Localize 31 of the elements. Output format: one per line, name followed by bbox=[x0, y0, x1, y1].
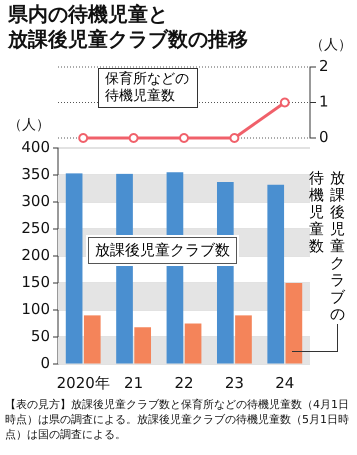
y-tick-label: 250 bbox=[21, 218, 50, 237]
y-tick-label: 2 bbox=[319, 56, 329, 75]
y-tick-label: 150 bbox=[21, 272, 50, 291]
text: 放課後児童クラブの待機児童数 bbox=[309, 169, 345, 323]
x-tick-label: 2020年 bbox=[56, 374, 110, 392]
text: 【表の見方】放課後児童クラブ数と保育所などの待機児童数（4月1日時点）は県の調査による。放課後児童クラブの待機児童数（5月1日時点）は国の調査による。 bbox=[5, 397, 350, 442]
x-tick-label: 24 bbox=[275, 374, 294, 392]
chart-title: 県内の待機児童と放課後児童クラブ数の推移 bbox=[8, 2, 248, 52]
bar bbox=[267, 184, 284, 364]
bar bbox=[286, 283, 302, 364]
x-tick-label: 22 bbox=[174, 374, 194, 392]
y-axis-title: （人） bbox=[310, 36, 352, 54]
bar bbox=[235, 315, 252, 364]
y-tick-label: 50 bbox=[30, 326, 50, 345]
y-tick-label: 0 bbox=[319, 128, 329, 146]
bar bbox=[184, 324, 202, 364]
y-tick-label: 100 bbox=[21, 300, 50, 318]
x-tick-label: 21 bbox=[124, 374, 144, 392]
series-label: 放課後児童クラブ数 bbox=[88, 237, 237, 264]
y-tick-label: 300 bbox=[21, 192, 50, 210]
y-axis-title: （人） bbox=[8, 116, 50, 134]
y-tick-label: 1 bbox=[319, 92, 329, 110]
text: 保育所などの待機児童数 bbox=[98, 68, 198, 108]
x-tick-label: 23 bbox=[224, 374, 244, 392]
y-tick-label: 0 bbox=[40, 354, 50, 372]
y-tick-label: 350 bbox=[21, 164, 50, 183]
bar bbox=[84, 315, 101, 364]
bar bbox=[134, 327, 152, 364]
y-tick-label: 400 bbox=[21, 138, 50, 156]
y-tick-label: 200 bbox=[21, 246, 50, 264]
bar bbox=[66, 173, 82, 364]
